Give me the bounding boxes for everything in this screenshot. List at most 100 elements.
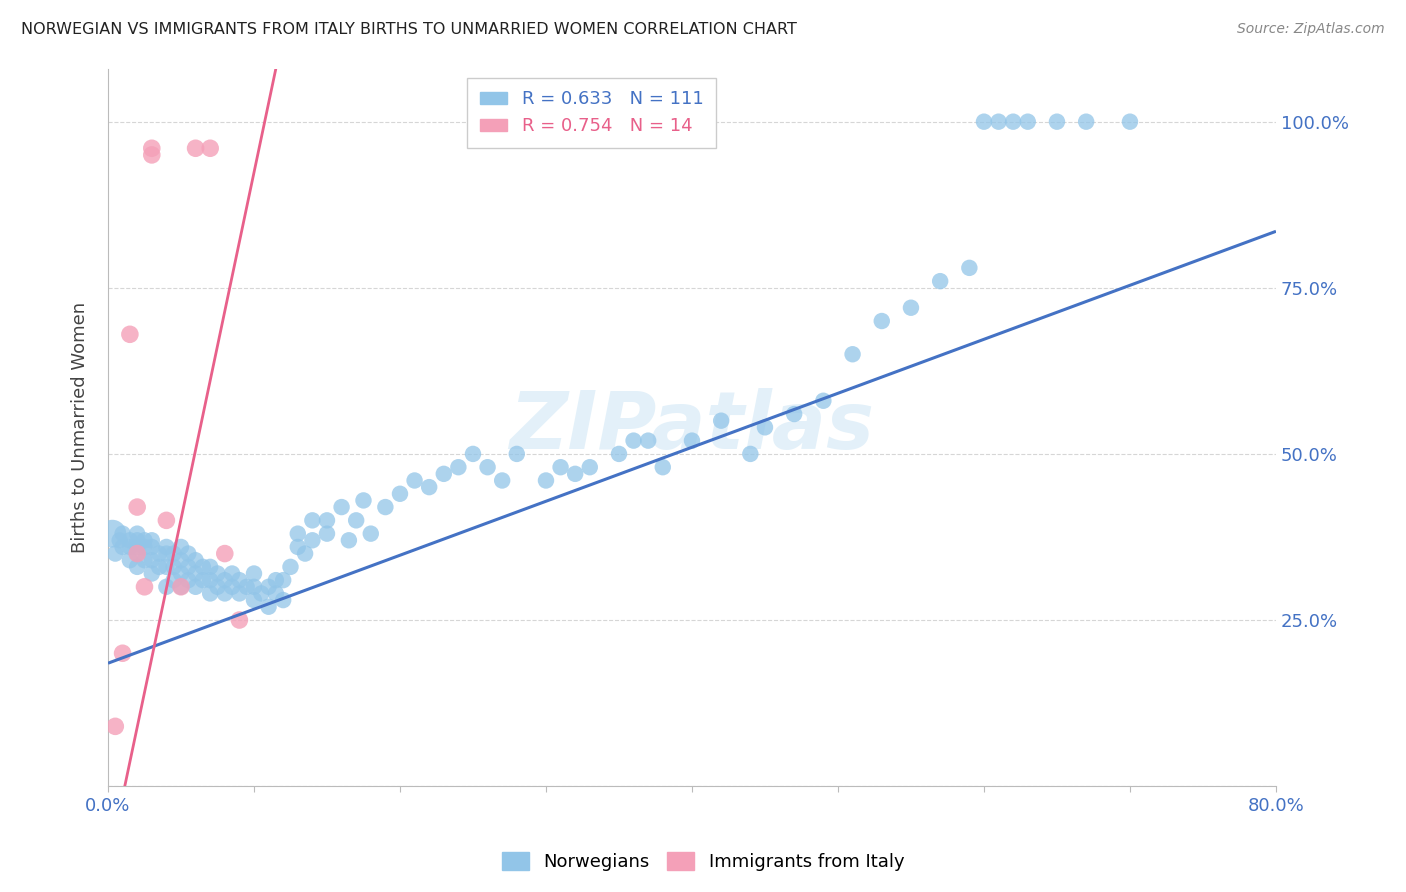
Point [243, 580, 266, 594]
Point [141, 533, 163, 548]
Point [1002, 114, 1025, 128]
Point [264, 586, 287, 600]
Point [870, 314, 893, 328]
Y-axis label: Births to Unmarried Women: Births to Unmarried Women [72, 301, 89, 553]
Point [170, 580, 193, 594]
Point [134, 540, 156, 554]
Point [184, 580, 207, 594]
Point [264, 573, 287, 587]
Point [316, 526, 339, 541]
Point [127, 547, 149, 561]
Point [191, 573, 214, 587]
Legend: R = 0.633   N = 111, R = 0.754   N = 14: R = 0.633 N = 111, R = 0.754 N = 14 [467, 78, 716, 148]
Point [301, 533, 323, 548]
Point [118, 540, 141, 554]
Point [637, 434, 659, 448]
Text: NORWEGIAN VS IMMIGRANTS FROM ITALY BIRTHS TO UNMARRIED WOMEN CORRELATION CHART: NORWEGIAN VS IMMIGRANTS FROM ITALY BIRTH… [21, 22, 797, 37]
Point [155, 540, 177, 554]
Point [111, 540, 134, 554]
Point [127, 560, 149, 574]
Point [101, 526, 124, 541]
Point [148, 547, 170, 561]
Point [754, 420, 776, 434]
Point [184, 141, 207, 155]
Point [155, 513, 177, 527]
Point [134, 580, 156, 594]
Point [127, 500, 149, 514]
Point [214, 586, 236, 600]
Point [170, 566, 193, 581]
Point [301, 513, 323, 527]
Point [957, 260, 980, 275]
Point [841, 347, 863, 361]
Point [214, 573, 236, 587]
Point [207, 566, 229, 581]
Point [374, 500, 396, 514]
Point [929, 274, 952, 288]
Point [564, 467, 586, 481]
Point [973, 114, 995, 128]
Point [163, 573, 186, 587]
Point [330, 500, 353, 514]
Point [235, 580, 257, 594]
Point [155, 547, 177, 561]
Point [198, 573, 221, 587]
Point [418, 480, 440, 494]
Point [221, 566, 243, 581]
Point [177, 547, 200, 561]
Point [207, 580, 229, 594]
Point [163, 547, 186, 561]
Point [198, 560, 221, 574]
Point [404, 474, 426, 488]
Point [177, 560, 200, 574]
Point [271, 593, 294, 607]
Point [221, 580, 243, 594]
Point [316, 513, 339, 527]
Point [170, 540, 193, 554]
Point [353, 493, 375, 508]
Point [337, 533, 360, 548]
Point [257, 580, 280, 594]
Point [287, 526, 309, 541]
Point [534, 474, 557, 488]
Point [271, 573, 294, 587]
Point [250, 586, 273, 600]
Point [477, 460, 499, 475]
Point [623, 434, 645, 448]
Point [344, 513, 367, 527]
Point [134, 533, 156, 548]
Point [127, 547, 149, 561]
Point [184, 566, 207, 581]
Text: Source: ZipAtlas.com: Source: ZipAtlas.com [1237, 22, 1385, 37]
Point [900, 301, 922, 315]
Point [104, 719, 127, 733]
Point [141, 553, 163, 567]
Point [783, 407, 806, 421]
Point [228, 586, 250, 600]
Point [148, 560, 170, 574]
Point [184, 553, 207, 567]
Point [191, 560, 214, 574]
Point [141, 566, 163, 581]
Point [491, 474, 513, 488]
Point [813, 393, 835, 408]
Point [118, 533, 141, 548]
Point [111, 526, 134, 541]
Point [163, 560, 186, 574]
Point [257, 599, 280, 614]
Point [134, 553, 156, 567]
Point [228, 573, 250, 587]
Point [127, 540, 149, 554]
Point [506, 447, 529, 461]
Point [118, 553, 141, 567]
Point [447, 460, 470, 475]
Point [127, 533, 149, 548]
Point [177, 573, 200, 587]
Point [170, 553, 193, 567]
Legend: Norwegians, Immigrants from Italy: Norwegians, Immigrants from Italy [495, 845, 911, 879]
Point [388, 487, 411, 501]
Point [170, 580, 193, 594]
Point [141, 540, 163, 554]
Point [360, 526, 382, 541]
Point [578, 460, 600, 475]
